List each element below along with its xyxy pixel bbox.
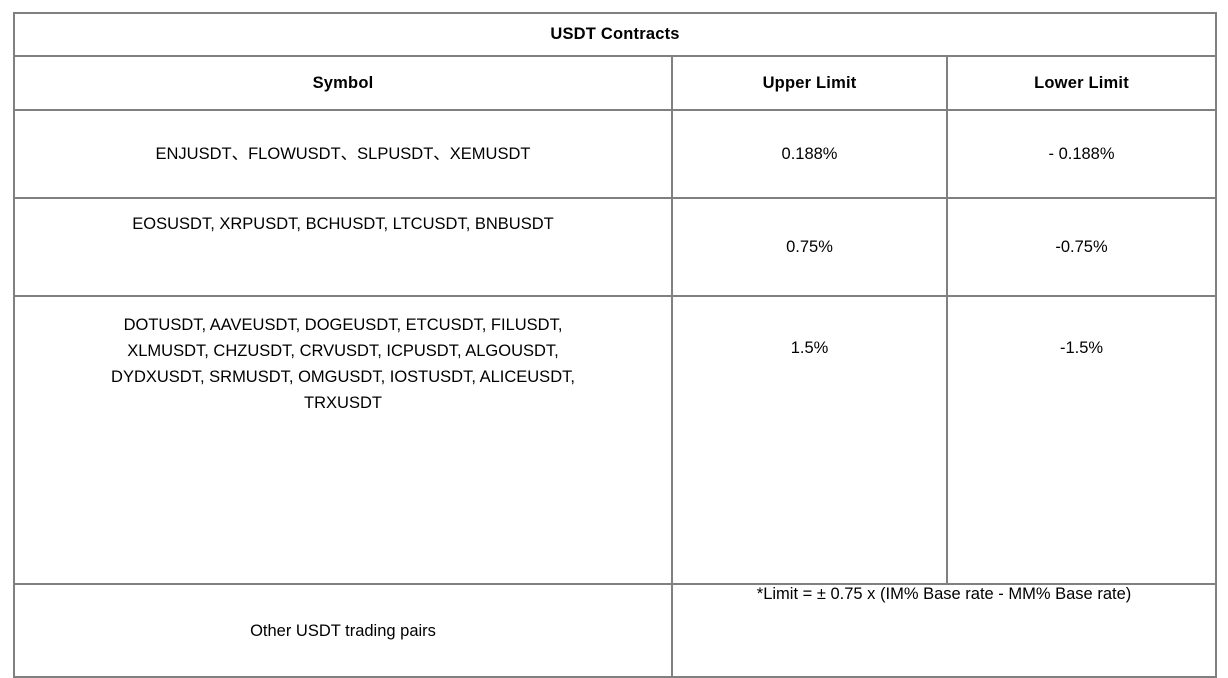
upper-limit-value: 1.5% [671, 295, 948, 585]
upper-limit-value: 0.188% [671, 109, 948, 199]
symbol-list-cell: EOSUSDT, XRPUSDT, BCHUSDT, LTCUSDT, BNBU… [13, 197, 673, 297]
lower-limit-value: -0.75% [945, 197, 1218, 297]
column-header-lower-limit: Lower Limit [945, 55, 1218, 111]
page-root: USDT Contracts Symbol Upper Limit Lower … [12, 12, 1218, 678]
column-header-upper-limit: Upper Limit [671, 55, 948, 111]
symbol-line: EOSUSDT, XRPUSDT, BCHUSDT, LTCUSDT, BNBU… [132, 215, 554, 233]
table-header-row: Symbol Upper Limit Lower Limit [13, 55, 1218, 111]
limit-formula-note: *Limit = ± 0.75 x (IM% Base rate - MM% B… [670, 583, 1218, 678]
symbol-list-cell: ENJUSDT、FLOWUSDT、SLPUSDT、XEMUSDT [13, 109, 673, 199]
table-row: EOSUSDT, XRPUSDT, BCHUSDT, LTCUSDT, BNBU… [13, 197, 1218, 297]
symbol-line: ENJUSDT、FLOWUSDT、SLPUSDT、XEMUSDT [155, 145, 531, 163]
usdt-contracts-table: USDT Contracts Symbol Upper Limit Lower … [12, 12, 1218, 678]
other-pairs-label: Other USDT trading pairs [13, 583, 673, 678]
lower-limit-value: -1.5% [945, 295, 1218, 585]
column-header-symbol: Symbol [13, 55, 673, 111]
upper-limit-value: 0.75% [671, 197, 948, 297]
table-title: USDT Contracts [12, 12, 1218, 57]
symbol-list-cell: DOTUSDT, AAVEUSDT, DOGEUSDT, ETCUSDT, FI… [13, 295, 673, 585]
table-title-row: USDT Contracts [12, 12, 1218, 57]
table-row: ENJUSDT、FLOWUSDT、SLPUSDT、XEMUSDT 0.188% … [13, 109, 1218, 199]
symbol-line: XLMUSDT, CHZUSDT, CRVUSDT, ICPUSDT, ALGO… [127, 342, 559, 360]
symbol-line: TRXUSDT [304, 394, 382, 412]
table-row: DOTUSDT, AAVEUSDT, DOGEUSDT, ETCUSDT, FI… [13, 295, 1218, 585]
symbol-line: DYDXUSDT, SRMUSDT, OMGUSDT, IOSTUSDT, AL… [111, 368, 575, 386]
table-footer-row: Other USDT trading pairs *Limit = ± 0.75… [13, 583, 1218, 678]
lower-limit-value: - 0.188% [945, 109, 1218, 199]
symbol-line: DOTUSDT, AAVEUSDT, DOGEUSDT, ETCUSDT, FI… [123, 316, 563, 334]
